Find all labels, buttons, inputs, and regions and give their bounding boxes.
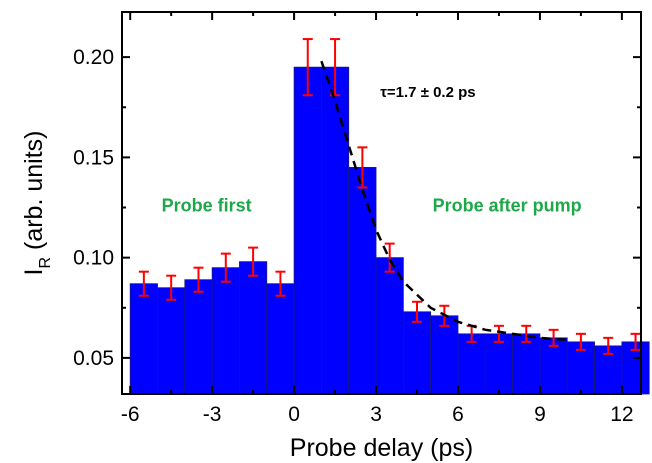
annotations: τ=1.7 ± 0.2 ps Probe first Probe after pum… [162,84,582,215]
error-bar-9 [384,242,395,273]
bar-18 [621,341,650,395]
y-tick-label: 0.10 [73,247,114,270]
error-bar-16 [575,332,586,351]
error-bars-layer [138,38,641,355]
x-tick-label: -6 [121,403,140,426]
error-bar-5 [275,270,286,297]
bar-15 [539,337,568,395]
y-ticks: 0.05 0.10 0.15 0.20 [73,46,641,370]
y-axis-title: IR (arb. units) [20,131,54,276]
error-bar-13 [493,324,504,343]
y-axis-title-suffix: (arb. units) [20,131,48,257]
x-tick-label: 3 [370,403,382,426]
error-bar-8 [357,146,368,189]
error-bar-3 [220,252,231,283]
fit-curve [320,60,568,342]
error-bar-0 [138,270,149,297]
error-bar-1 [166,274,177,301]
bar-10 [402,311,432,395]
error-bar-14 [521,324,532,343]
bar-1 [157,287,186,395]
error-bar-18 [630,332,641,351]
x-tick-label: 12 [610,403,633,426]
error-bar-17 [603,336,614,355]
x-axis-title: Probe delay (ps) [290,434,473,462]
bar-0 [129,283,158,395]
plot-frame [121,11,642,395]
svg-text:IR (arb. units): IR (arb. units) [20,131,54,276]
bar-6 [293,66,322,395]
y-axis-title-subscript: R [37,257,54,269]
y-tick-label: 0.05 [73,347,114,370]
x-ticks: -6 -3 0 3 6 9 12 [121,12,634,426]
bar-8 [348,167,377,395]
bars-layer [129,66,650,395]
bar-2 [184,279,213,395]
y-tick-label: 0.15 [73,146,114,169]
annotation-2: Probe after pump [433,196,582,216]
x-tick-label: -3 [203,403,222,426]
y-tick-label: 0.20 [73,46,114,69]
bar-4 [239,261,268,395]
annotation-0: τ=1.7 ± 0.2 ps [380,84,475,101]
error-bar-10 [412,300,423,323]
error-bar-7 [330,38,341,97]
bar-11 [430,315,459,395]
bar-14 [512,333,541,395]
bar-9 [375,257,404,395]
error-bar-15 [548,328,559,347]
x-tick-label: 6 [452,403,464,426]
error-bar-4 [248,246,259,277]
x-tick-label: 9 [534,403,546,426]
x-tick-label: 0 [288,403,300,426]
y-axis-title-main: I [20,269,48,276]
bar-5 [266,283,295,395]
bar-3 [211,267,240,395]
annotation-1: Probe first [162,196,252,216]
error-bar-6 [302,38,313,97]
bar-12 [457,333,486,395]
bar-7 [321,66,350,395]
error-bar-2 [193,266,204,293]
bar-13 [484,333,514,395]
